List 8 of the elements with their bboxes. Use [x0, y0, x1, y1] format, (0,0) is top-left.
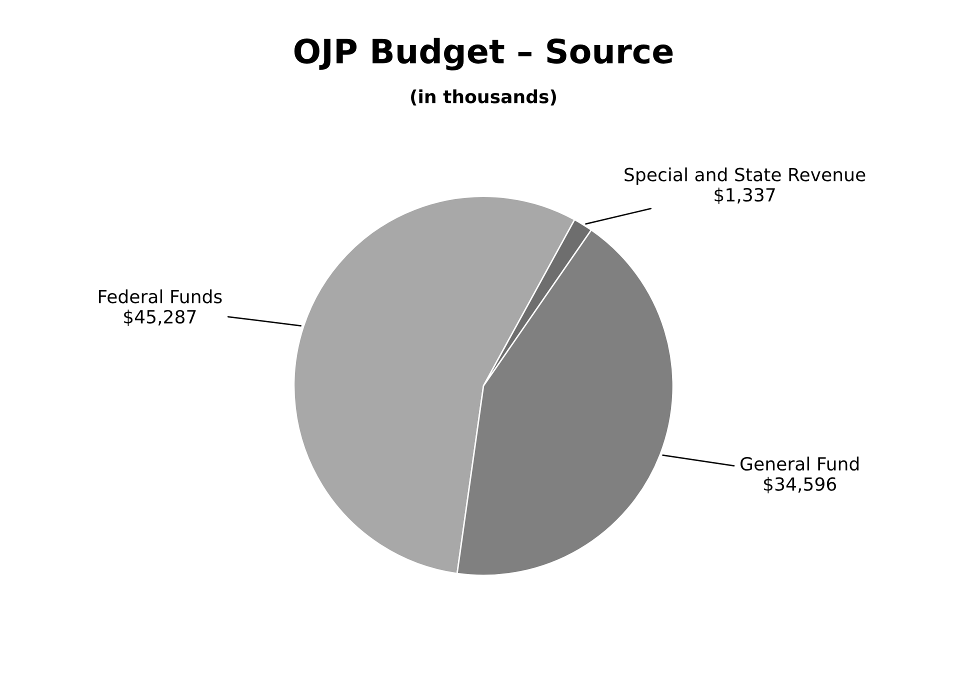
- slice-label: Federal Funds: [98, 289, 222, 304]
- data-label: $45,287: [124, 310, 196, 326]
- chart-title: OJP Budget – Source: [294, 38, 673, 70]
- slice-label: General Fund: [740, 456, 859, 471]
- slice-label: Special and State Revenue: [624, 167, 866, 185]
- data-label: $1,337: [714, 188, 775, 204]
- chart-subtitle: (in thousands): [411, 89, 556, 106]
- data-label: $34,596: [764, 476, 836, 494]
